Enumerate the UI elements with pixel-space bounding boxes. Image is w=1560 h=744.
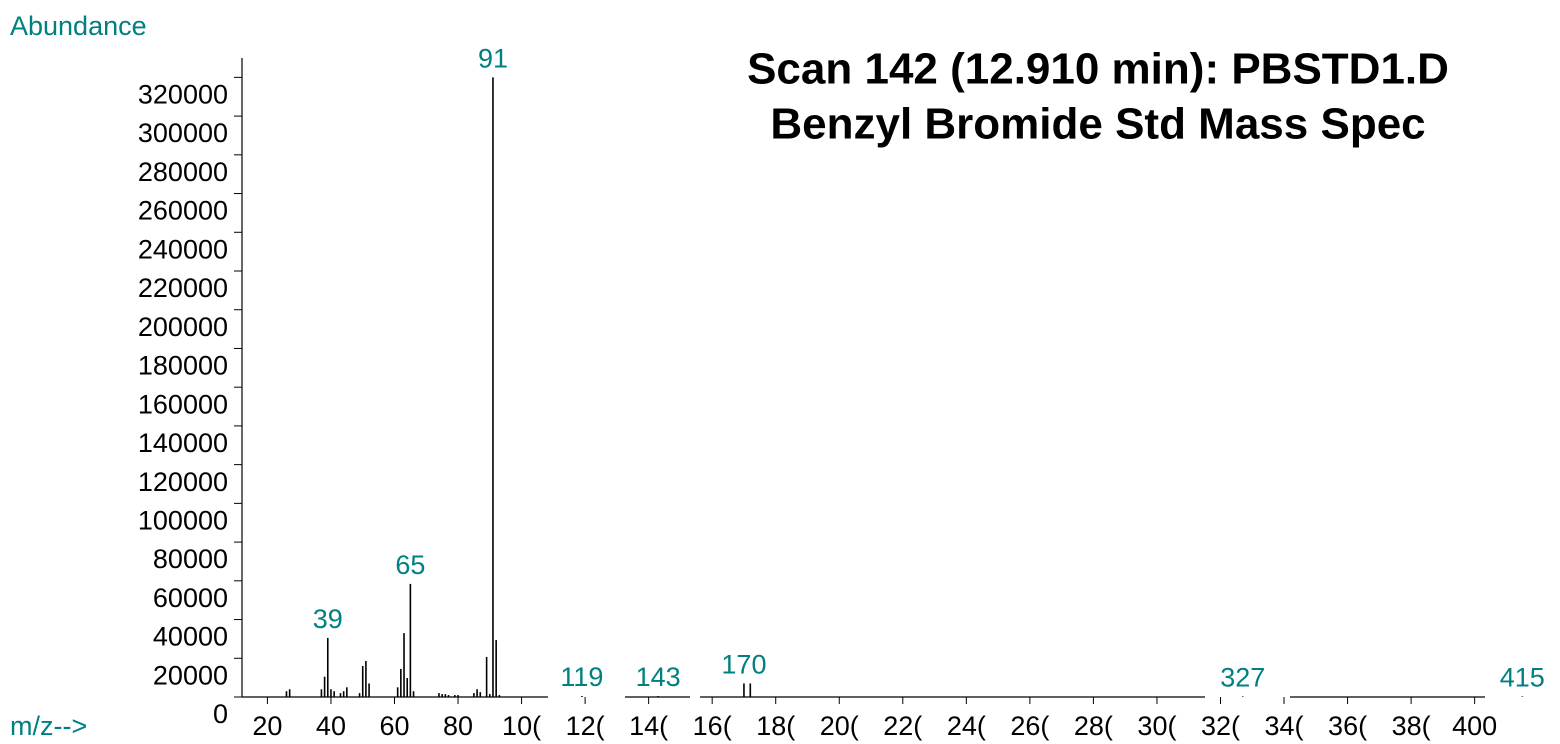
- x-tick-label: 400: [1452, 711, 1497, 741]
- chart-title: Scan 142 (12.910 min): PBSTD1.D: [747, 45, 1449, 94]
- peak-label: 327: [1220, 663, 1265, 693]
- peak-label: 415: [1500, 663, 1545, 693]
- x-tick-label: 40: [316, 711, 346, 741]
- x-tick-label: 16(: [693, 711, 732, 741]
- y-tick-label: 100000: [138, 505, 228, 535]
- x-tick-label: 36(: [1328, 711, 1367, 741]
- x-tick-label: 24(: [947, 711, 986, 741]
- y-tick-label: 120000: [138, 467, 228, 497]
- peak-label: 143: [636, 662, 681, 692]
- y-tick-label: 20000: [153, 660, 228, 690]
- x-tick-label: 28(: [1074, 711, 1113, 741]
- x-tick-label: 32(: [1201, 711, 1240, 741]
- y-tick-label: 180000: [138, 351, 228, 381]
- x-tick-label: 22(: [883, 711, 922, 741]
- peak-label: 119: [560, 662, 603, 692]
- y-tick-label: 160000: [138, 389, 228, 419]
- x-tick-label: 20(: [820, 711, 859, 741]
- peak-label: 65: [395, 550, 425, 580]
- y-tick-label: 140000: [138, 428, 228, 458]
- y-axis-label: Abundance: [10, 11, 147, 41]
- x-tick-label: 18(: [756, 711, 795, 741]
- peak-label: 39: [313, 604, 343, 634]
- y-tick-label: 0: [213, 699, 228, 729]
- x-tick-label: 30(: [1137, 711, 1176, 741]
- y-tick-label: 220000: [138, 273, 228, 303]
- y-tick-label: 200000: [138, 312, 228, 342]
- chart-subtitle: Benzyl Bromide Std Mass Spec: [770, 100, 1425, 149]
- y-tick-label: 300000: [138, 118, 228, 148]
- x-tick-label: 80: [443, 711, 473, 741]
- y-tick-label: 40000: [153, 622, 228, 652]
- y-tick-label: 80000: [153, 544, 228, 574]
- y-tick-label: 260000: [138, 196, 228, 226]
- x-tick-label: 12(: [566, 711, 605, 741]
- x-tick-label: 10(: [502, 711, 541, 741]
- x-axis-label: m/z-->: [10, 711, 87, 741]
- peak-label: 170: [721, 650, 766, 680]
- x-tick-label: 38(: [1392, 711, 1431, 741]
- peak-label: 91: [478, 43, 508, 73]
- y-tick-label: 240000: [138, 234, 228, 264]
- x-tick-label: 14(: [629, 711, 668, 741]
- x-tick-label: 60: [379, 711, 409, 741]
- x-tick-label: 20: [252, 711, 282, 741]
- y-tick-label: 60000: [153, 583, 228, 613]
- y-tick-label: 280000: [138, 157, 228, 187]
- x-tick-label: 34(: [1265, 711, 1304, 741]
- axes: [241, 58, 1485, 698]
- x-tick-label: 26(: [1010, 711, 1049, 741]
- y-tick-label: 320000: [138, 79, 228, 109]
